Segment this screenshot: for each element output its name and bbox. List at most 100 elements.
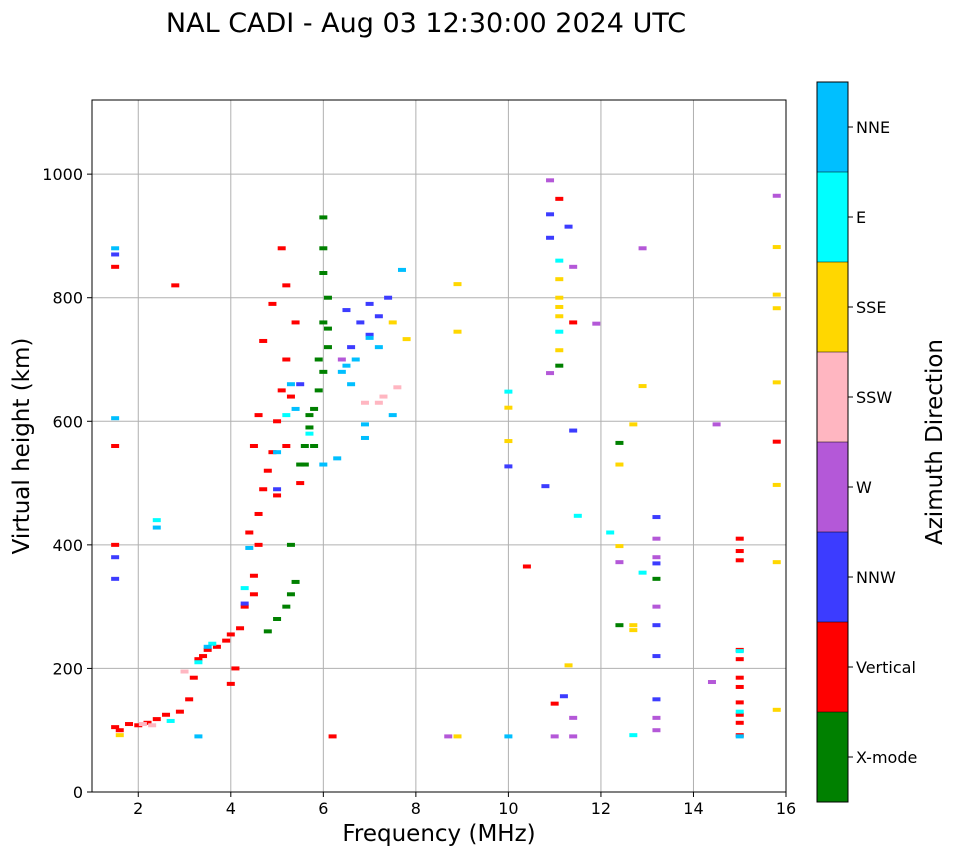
data-point-nne bbox=[388, 413, 397, 418]
data-point-vertical bbox=[222, 638, 231, 643]
data-point-e bbox=[735, 709, 744, 714]
data-point-nne bbox=[333, 456, 342, 461]
data-point-vertical bbox=[115, 728, 124, 733]
data-point-vertical bbox=[735, 712, 744, 717]
data-point-vertical bbox=[134, 723, 143, 728]
data-point-sse bbox=[629, 623, 638, 628]
data-point-ssw bbox=[360, 400, 369, 405]
data-point-nnw bbox=[652, 697, 661, 702]
data-point-nne bbox=[194, 734, 203, 739]
y-tick-label: 0 bbox=[73, 783, 83, 802]
data-point-nne bbox=[374, 345, 383, 350]
data-point-vertical bbox=[111, 444, 120, 448]
data-point-vertical bbox=[282, 444, 291, 448]
colorbar-segment bbox=[817, 622, 848, 712]
data-point-vertical bbox=[111, 264, 120, 269]
data-point-sse bbox=[555, 277, 564, 282]
data-point-x-mode bbox=[296, 462, 305, 467]
y-tick-label: 600 bbox=[52, 412, 83, 431]
data-point-x-mode bbox=[305, 425, 314, 430]
data-point-vertical bbox=[735, 675, 744, 680]
x-tick-label: 14 bbox=[683, 799, 703, 818]
data-point-w bbox=[652, 715, 661, 720]
data-point-vertical bbox=[189, 675, 198, 680]
data-point-vertical bbox=[162, 712, 171, 717]
data-point-e bbox=[208, 641, 217, 646]
colorbar-segment bbox=[817, 172, 848, 262]
x-tick-label: 2 bbox=[133, 799, 143, 818]
axis-ticks: 2 4 6 8 10 12 14 16 0 200 400 600 800 1000 bbox=[42, 165, 796, 818]
data-point-nnw bbox=[559, 694, 568, 699]
data-point-nnw bbox=[652, 623, 661, 628]
data-point-vertical bbox=[273, 419, 282, 424]
data-point-vertical bbox=[550, 701, 559, 706]
data-point-nne bbox=[735, 734, 744, 739]
data-point-w bbox=[592, 321, 601, 326]
data-point-nne bbox=[360, 435, 369, 440]
data-point-sse bbox=[115, 733, 124, 738]
data-point-x-mode bbox=[273, 617, 282, 621]
data-point-x-mode bbox=[291, 579, 300, 584]
data-point-sse bbox=[772, 292, 781, 297]
data-point-vertical bbox=[735, 558, 744, 563]
data-point-vertical bbox=[185, 697, 194, 702]
data-point-nne bbox=[351, 357, 360, 362]
data-point-nnw bbox=[273, 487, 282, 492]
data-point-w bbox=[337, 357, 346, 362]
data-point-vertical bbox=[249, 592, 258, 597]
data-point-x-mode bbox=[319, 215, 328, 220]
data-point-x-mode bbox=[615, 440, 624, 445]
grid-lines bbox=[92, 100, 786, 792]
data-point-vertical bbox=[152, 717, 161, 722]
colorbar-segment bbox=[817, 532, 848, 622]
data-point-vertical bbox=[522, 564, 531, 569]
data-point-w bbox=[652, 536, 661, 541]
data-point-nnw bbox=[384, 295, 393, 300]
data-point-vertical bbox=[111, 725, 120, 730]
data-point-x-mode bbox=[323, 326, 332, 331]
data-point-nnw bbox=[569, 428, 578, 433]
data-point-x-mode bbox=[323, 345, 332, 350]
x-tick-label: 8 bbox=[411, 799, 421, 818]
data-point-vertical bbox=[203, 647, 212, 652]
data-point-sse bbox=[453, 329, 462, 334]
x-tick-label: 16 bbox=[776, 799, 796, 818]
data-point-nnw bbox=[546, 212, 555, 217]
data-point-sse bbox=[772, 707, 781, 712]
data-point-e bbox=[282, 413, 291, 418]
data-point-w bbox=[652, 728, 661, 733]
colorbar-segment bbox=[817, 82, 848, 172]
data-point-ssw bbox=[148, 723, 157, 728]
data-point-nnw bbox=[111, 252, 120, 257]
data-point-x-mode bbox=[282, 604, 291, 609]
data-point-e bbox=[166, 718, 175, 723]
data-point-nnw bbox=[347, 345, 356, 350]
colorbar-frame bbox=[816, 81, 849, 803]
data-point-vertical bbox=[171, 283, 180, 288]
data-point-nne bbox=[203, 644, 212, 649]
data-point-w bbox=[444, 734, 453, 739]
data-point-vertical bbox=[245, 530, 254, 535]
plot-background bbox=[92, 100, 786, 792]
data-point-vertical bbox=[277, 388, 286, 393]
colorbar-category-label: SSW bbox=[856, 388, 892, 407]
data-point-e bbox=[638, 570, 647, 575]
y-tick-label: 400 bbox=[52, 536, 83, 555]
chart-title: NAL CADI - Aug 03 12:30:00 2024 UTC bbox=[166, 8, 686, 39]
data-point-x-mode bbox=[310, 444, 319, 448]
data-point-x-mode bbox=[310, 406, 319, 411]
data-point-vertical bbox=[259, 487, 268, 492]
data-point-nne bbox=[319, 462, 328, 467]
data-point-vertical bbox=[268, 301, 277, 306]
data-point-nnw bbox=[356, 320, 365, 325]
data-point-sse bbox=[555, 314, 564, 319]
data-point-nne bbox=[111, 246, 120, 251]
data-point-e bbox=[555, 258, 564, 263]
data-point-nnw bbox=[652, 561, 661, 566]
data-point-ssw bbox=[393, 385, 402, 390]
colorbar-segment bbox=[817, 352, 848, 442]
data-point-w bbox=[652, 555, 661, 560]
data-point-nnw bbox=[365, 332, 374, 337]
colorbar-category-label: W bbox=[856, 478, 872, 497]
y-tick-label: 800 bbox=[52, 289, 83, 308]
